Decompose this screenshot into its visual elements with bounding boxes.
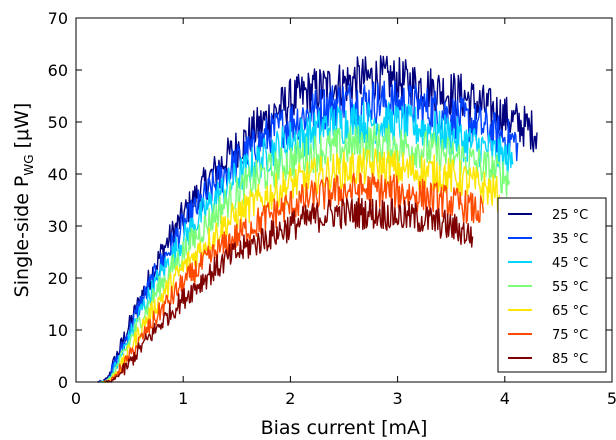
legend-label: 75 °C xyxy=(552,328,588,343)
x-tick-label: 0 xyxy=(71,389,81,408)
legend-label: 25 °C xyxy=(552,208,588,223)
series-line xyxy=(103,172,485,383)
x-tick-label: 2 xyxy=(285,389,295,408)
plot-frame xyxy=(75,17,613,383)
legend: 25 °C 35 °C 45 °C 55 °C 65 °C 75 °C 85 °C xyxy=(497,197,607,373)
x-tick-label: 4 xyxy=(500,389,510,408)
y-tick-label: 0 xyxy=(58,373,68,392)
x-tick-label: 5 xyxy=(607,389,616,408)
x-tick-label: 3 xyxy=(393,389,403,408)
y-tick-label: 40 xyxy=(48,165,68,184)
x-tick-label: 1 xyxy=(178,389,188,408)
series-5 xyxy=(103,172,485,383)
y-axis-title-main: Single-side P xyxy=(11,176,33,298)
legend-label: 65 °C xyxy=(552,304,588,319)
y-tick-label: 10 xyxy=(48,321,68,340)
legend-label: 55 °C xyxy=(552,280,588,295)
y-tick-label: 50 xyxy=(48,113,68,132)
legend-label: 85 °C xyxy=(552,352,588,367)
legend-label: 35 °C xyxy=(552,232,588,247)
series-line xyxy=(98,80,519,383)
y-axis-title: Single-side PWG [μW] xyxy=(11,103,36,298)
legend-label: 45 °C xyxy=(552,256,588,271)
y-tick-label: 70 xyxy=(48,9,68,28)
series-line xyxy=(100,123,511,383)
y-tick-label: 20 xyxy=(48,269,68,288)
y-tick-label: 60 xyxy=(48,61,68,80)
x-axis-title: Bias current [mA] xyxy=(261,417,428,439)
y-axis-title-sub: WG xyxy=(22,154,36,175)
y-axis-title-unit: [μW] xyxy=(11,103,33,155)
series-layer xyxy=(97,55,538,383)
series-3 xyxy=(100,123,511,383)
series-1 xyxy=(98,80,519,383)
series-6 xyxy=(105,197,474,383)
series-line xyxy=(101,147,501,383)
y-tick-label: 30 xyxy=(48,217,68,236)
series-4 xyxy=(101,147,501,383)
series-line xyxy=(105,197,474,383)
